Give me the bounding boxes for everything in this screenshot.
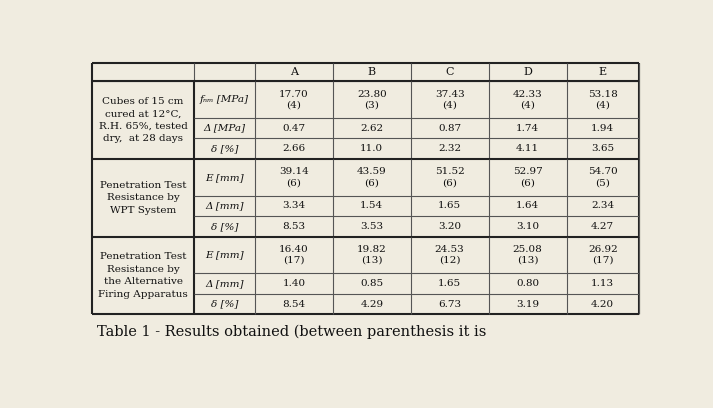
Text: 42.33
(4): 42.33 (4) [513, 90, 543, 109]
Text: 3.20: 3.20 [438, 222, 461, 231]
Text: fₙₘ [MPa]: fₙₘ [MPa] [200, 95, 249, 104]
Text: 23.80
(3): 23.80 (3) [357, 90, 386, 109]
Text: 2.32: 2.32 [438, 144, 461, 153]
Text: 39.14
(6): 39.14 (6) [279, 167, 309, 187]
Text: E: E [599, 67, 607, 77]
Text: D: D [523, 67, 532, 77]
Text: Δ [mm]: Δ [mm] [205, 202, 244, 211]
Text: δ [%]: δ [%] [211, 144, 238, 153]
Text: 37.43
(4): 37.43 (4) [435, 90, 465, 109]
Text: 2.34: 2.34 [591, 202, 615, 211]
Text: 1.65: 1.65 [438, 202, 461, 211]
Text: B: B [368, 67, 376, 77]
Text: 0.87: 0.87 [438, 124, 461, 133]
Text: 0.80: 0.80 [516, 279, 539, 288]
Text: 2.66: 2.66 [282, 144, 305, 153]
Text: 4.11: 4.11 [516, 144, 539, 153]
Text: 26.92
(17): 26.92 (17) [588, 245, 617, 265]
Text: E [mm]: E [mm] [205, 173, 244, 182]
Text: 43.59
(6): 43.59 (6) [357, 167, 386, 187]
Text: E [mm]: E [mm] [205, 251, 244, 259]
Text: 6.73: 6.73 [438, 299, 461, 308]
Text: Δ [MPa]: Δ [MPa] [203, 124, 245, 133]
Text: 2.62: 2.62 [360, 124, 384, 133]
Text: 54.70
(5): 54.70 (5) [588, 167, 617, 187]
Text: 19.82
(13): 19.82 (13) [357, 245, 386, 265]
Text: Cubes of 15 cm
cured at 12°C,
R.H. 65%, tested
dry,  at 28 days: Cubes of 15 cm cured at 12°C, R.H. 65%, … [98, 97, 188, 144]
Text: Δ [mm]: Δ [mm] [205, 279, 244, 288]
Text: 3.34: 3.34 [282, 202, 305, 211]
Text: 11.0: 11.0 [360, 144, 384, 153]
Text: 1.94: 1.94 [591, 124, 615, 133]
Text: 1.74: 1.74 [516, 124, 539, 133]
Text: 51.52
(6): 51.52 (6) [435, 167, 465, 187]
Text: δ [%]: δ [%] [211, 299, 238, 308]
Text: 0.85: 0.85 [360, 279, 384, 288]
Text: 52.97
(6): 52.97 (6) [513, 167, 543, 187]
Text: 3.10: 3.10 [516, 222, 539, 231]
Text: A: A [290, 67, 298, 77]
Text: Table 1 - Results obtained (between parenthesis it is: Table 1 - Results obtained (between pare… [98, 324, 487, 339]
Text: 4.20: 4.20 [591, 299, 615, 308]
Text: 8.54: 8.54 [282, 299, 305, 308]
Text: 4.27: 4.27 [591, 222, 615, 231]
Text: 53.18
(4): 53.18 (4) [588, 90, 617, 109]
Text: 4.29: 4.29 [360, 299, 384, 308]
Text: 24.53
(12): 24.53 (12) [435, 245, 465, 265]
Text: 16.40
(17): 16.40 (17) [279, 245, 309, 265]
Text: 1.54: 1.54 [360, 202, 384, 211]
Text: 0.47: 0.47 [282, 124, 305, 133]
Text: Penetration Test
Resistance by
WPT System: Penetration Test Resistance by WPT Syste… [100, 181, 186, 215]
Text: 3.65: 3.65 [591, 144, 615, 153]
Text: 1.13: 1.13 [591, 279, 615, 288]
Text: 1.65: 1.65 [438, 279, 461, 288]
Text: 17.70
(4): 17.70 (4) [279, 90, 309, 109]
Text: 3.19: 3.19 [516, 299, 539, 308]
Text: 3.53: 3.53 [360, 222, 384, 231]
Text: 8.53: 8.53 [282, 222, 305, 231]
Text: δ [%]: δ [%] [211, 222, 238, 231]
Text: 1.40: 1.40 [282, 279, 305, 288]
Text: Penetration Test
Resistance by
the Alternative
Firing Apparatus: Penetration Test Resistance by the Alter… [98, 252, 188, 299]
Text: C: C [446, 67, 454, 77]
Text: 1.64: 1.64 [516, 202, 539, 211]
Text: 25.08
(13): 25.08 (13) [513, 245, 543, 265]
